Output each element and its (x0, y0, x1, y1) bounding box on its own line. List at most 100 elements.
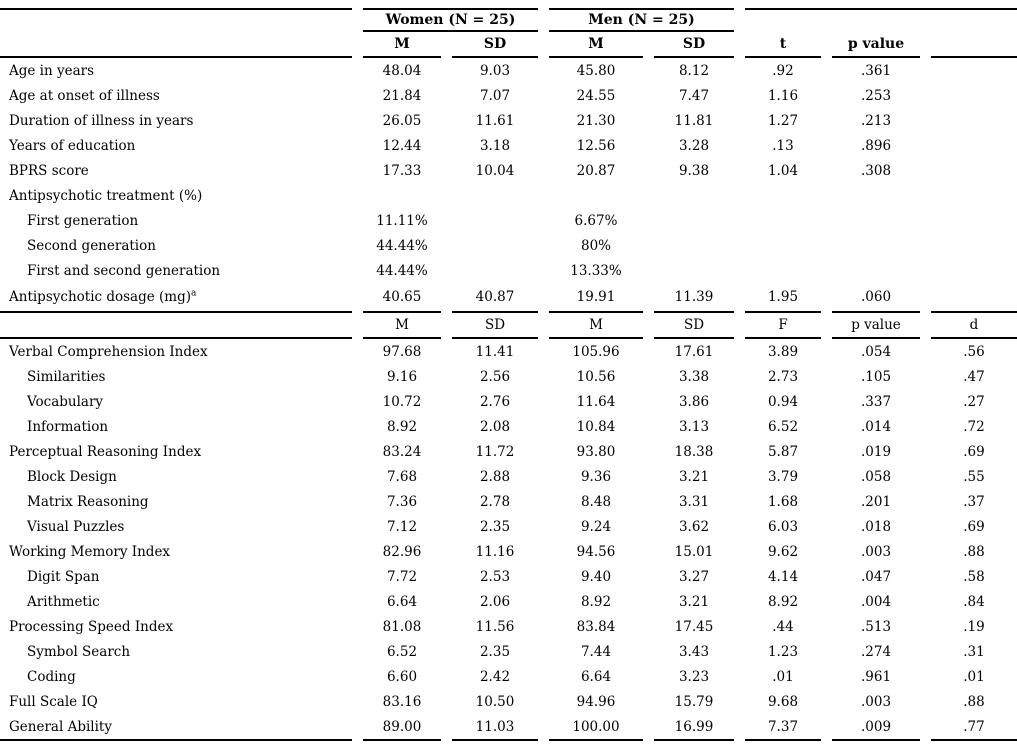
value-cell: 2.35 (479, 518, 511, 535)
value-cell: 1.27 (767, 112, 799, 129)
value-cell: 9.03 (479, 62, 511, 79)
col-header-p-value: p value (847, 36, 905, 52)
value-cell: 3.27 (678, 568, 710, 585)
rule-segment (452, 56, 538, 58)
row-label: Verbal Comprehension Index (0, 344, 352, 360)
value-cell: 6.52 (386, 643, 418, 660)
rule-segment (0, 56, 352, 58)
table-row: Age at onset of illness 21.84 7.07 24.55 7.4… (0, 83, 1017, 108)
value-cell: 40.87 (475, 289, 515, 305)
value-cell: 12.44 (382, 137, 422, 154)
rule-segment (363, 739, 441, 741)
value-cell: .69 (963, 443, 985, 460)
group-header-row: Women (N = 25) Men (N = 25) (0, 10, 1017, 30)
value-cell: 17.45 (674, 618, 714, 635)
value-cell: 3.43 (678, 643, 710, 660)
row-label: Antipsychotic treatment (%) (0, 188, 352, 204)
row-label: Block Design (0, 469, 352, 485)
value-cell: .896 (860, 137, 892, 154)
header-underline (0, 56, 1017, 58)
table-row: Coding 6.60 2.42 6.64 3.23 .01 .961 .01 (0, 664, 1017, 689)
table-row: BPRS score 17.33 10.04 20.87 9.38 1.04 .308 (0, 158, 1017, 183)
row-label: Second generation (0, 238, 352, 254)
value-cell: 7.07 (479, 87, 511, 104)
rule-segment (832, 739, 920, 741)
value-cell: 94.56 (576, 543, 616, 560)
row-label: Years of education (0, 138, 352, 154)
table-row: Second generation 44.44% 80% (0, 233, 1017, 258)
rule-segment (363, 30, 538, 32)
section-divider-bottom (0, 337, 1017, 339)
value-cell: 44.44% (376, 262, 428, 279)
row-label-text: First and second generation (27, 262, 221, 279)
value-cell: 3.21 (678, 593, 710, 610)
row-label-text: Antipsychotic dosage (mg) (9, 289, 192, 305)
column-header-row-2: M SD M SD F p value d (0, 313, 1017, 337)
value-cell: 2.42 (479, 668, 511, 685)
rule-segment (549, 739, 643, 741)
row-label-text: Coding (27, 668, 76, 685)
row-label: First and second generation (0, 263, 352, 279)
table-row: Full Scale IQ 83.16 10.50 94.96 15.79 9.68 .00… (0, 689, 1017, 714)
value-cell: 21.84 (382, 87, 422, 104)
value-cell: 6.03 (767, 518, 799, 535)
row-label-text: Visual Puzzles (27, 518, 125, 535)
rule-segment (931, 311, 1017, 313)
value-cell: .054 (860, 343, 892, 360)
rule-segment (0, 8, 352, 10)
value-cell: 1.16 (767, 87, 799, 104)
row-label-text: Digit Span (27, 568, 100, 585)
row-label-text: Second generation (27, 237, 156, 254)
row-label: Age at onset of illness (0, 88, 352, 104)
value-cell: 11.11% (376, 212, 428, 229)
value-cell: 20.87 (576, 162, 616, 179)
value-cell: 3.13 (678, 418, 710, 435)
rule-segment (452, 337, 538, 339)
row-label: Perceptual Reasoning Index (0, 444, 352, 460)
group-underline (0, 30, 1017, 32)
value-cell: 3.31 (678, 493, 710, 510)
value-cell: 2.35 (479, 643, 511, 660)
table-row: Processing Speed Index 81.08 11.56 83.84 17.… (0, 614, 1017, 639)
value-cell: 1.95 (767, 289, 799, 305)
value-cell: 12.56 (576, 137, 616, 154)
rule-segment (745, 56, 821, 58)
value-cell: .88 (963, 693, 985, 710)
value-cell: 97.68 (382, 343, 422, 360)
row-label: Vocabulary (0, 394, 352, 410)
value-cell: .961 (860, 668, 892, 685)
value-cell: 9.24 (580, 518, 612, 535)
rule-segment (832, 337, 920, 339)
value-cell: .004 (860, 593, 892, 610)
value-cell: .253 (860, 87, 892, 104)
row-label-text: First generation (27, 212, 139, 229)
value-cell: 83.16 (382, 693, 422, 710)
rule-segment (654, 311, 734, 313)
value-cell: 8.92 (580, 593, 612, 610)
value-cell: 3.38 (678, 368, 710, 385)
table-row: Symbol Search 6.52 2.35 7.44 3.43 1.23 .274 .31 (0, 639, 1017, 664)
value-cell: 44.44% (376, 237, 428, 254)
rule-segment (931, 56, 1017, 58)
row-label: First generation (0, 213, 352, 229)
value-cell: .003 (860, 543, 892, 560)
rule-segment (0, 311, 352, 313)
rule-segment (745, 311, 821, 313)
value-cell: 3.21 (678, 468, 710, 485)
rule-segment (549, 56, 643, 58)
row-label-text: Arithmetic (27, 593, 100, 610)
table-row: Years of education 12.44 3.18 12.56 3.28 .13.… (0, 133, 1017, 158)
table-row: Age in years 48.04 9.03 45.80 8.12 .92 .361 (0, 58, 1017, 83)
value-cell: 6.60 (386, 668, 418, 685)
row-label: Coding (0, 669, 352, 685)
table-row: General Ability 89.00 11.03 100.00 16.99 7.37… (0, 714, 1017, 739)
value-cell: .047 (860, 568, 892, 585)
row-label: Working Memory Index (0, 544, 352, 560)
value-cell: .058 (860, 468, 892, 485)
value-cell: 9.38 (678, 162, 710, 179)
value-cell: 3.28 (678, 137, 710, 154)
value-cell: .13 (772, 137, 794, 154)
col-header-f: F (778, 317, 788, 333)
value-cell: 2.78 (479, 493, 511, 510)
